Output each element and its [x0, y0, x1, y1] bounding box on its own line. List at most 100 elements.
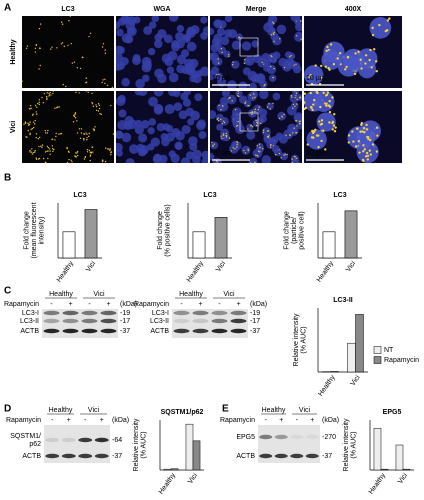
puncta	[51, 46, 53, 48]
puncta	[68, 20, 70, 22]
puncta	[216, 160, 218, 162]
puncta	[50, 94, 52, 96]
nucleus	[293, 31, 302, 42]
puncta	[234, 148, 236, 150]
nucleus	[170, 153, 180, 163]
marker-label: -37	[120, 328, 130, 335]
puncta	[79, 67, 82, 70]
micrograph-content	[210, 16, 302, 88]
nucleus	[116, 142, 123, 153]
puncta	[285, 134, 287, 137]
puncta	[270, 34, 273, 36]
puncta	[93, 129, 95, 132]
puncta	[27, 129, 29, 132]
marker-label: -19	[250, 310, 260, 317]
puncta	[66, 161, 69, 163]
puncta	[32, 152, 35, 154]
puncta	[30, 107, 32, 110]
puncta	[108, 148, 110, 150]
puncta	[378, 23, 381, 27]
puncta	[51, 138, 53, 141]
x-tick-label: Healthy	[56, 260, 76, 284]
puncta	[60, 21, 63, 23]
band	[94, 453, 109, 459]
puncta	[298, 123, 301, 125]
nucleus	[266, 102, 274, 110]
band-label: ACTB	[22, 453, 41, 460]
treatment-label: Rapamycin	[4, 301, 39, 308]
puncta	[72, 114, 75, 117]
puncta	[37, 137, 40, 140]
puncta	[339, 51, 342, 55]
puncta	[46, 98, 48, 101]
puncta	[217, 120, 220, 122]
puncta	[364, 155, 368, 158]
puncta	[99, 113, 101, 115]
puncta	[327, 66, 330, 70]
marker-label: -37	[112, 453, 122, 460]
panel-label: D	[4, 404, 11, 415]
puncta	[324, 148, 327, 151]
nucleus	[168, 16, 179, 22]
nucleus	[116, 46, 125, 55]
puncta	[39, 64, 41, 67]
puncta	[328, 121, 331, 124]
band	[62, 328, 79, 334]
panel-label: B	[4, 173, 11, 184]
nucleus	[255, 73, 266, 83]
nucleus	[290, 154, 299, 163]
puncta	[294, 91, 296, 92]
nucleus	[238, 81, 248, 88]
nucleus	[138, 133, 148, 143]
puncta	[61, 42, 64, 44]
puncta	[34, 119, 36, 122]
puncta	[269, 144, 272, 146]
column-header: LC3	[61, 6, 74, 13]
puncta	[320, 139, 323, 143]
puncta	[35, 111, 37, 113]
group-label: Healthy	[262, 407, 286, 414]
nucleus	[117, 120, 128, 130]
puncta	[50, 48, 52, 50]
bar	[185, 423, 194, 471]
puncta	[331, 96, 334, 99]
nucleus	[263, 59, 271, 67]
unit-label: (kDa)	[112, 417, 129, 424]
puncta	[306, 143, 309, 146]
puncta	[48, 95, 50, 97]
puncta	[254, 161, 256, 163]
column-header: Merge	[246, 6, 267, 13]
nucleus	[134, 91, 144, 96]
puncta	[35, 136, 37, 139]
puncta	[109, 149, 111, 152]
band	[45, 453, 60, 459]
puncta	[386, 29, 389, 32]
nucleus	[267, 19, 275, 28]
band	[192, 328, 209, 334]
puncta	[76, 152, 78, 154]
puncta	[388, 17, 391, 20]
band	[305, 453, 319, 459]
puncta	[32, 113, 34, 115]
puncta	[247, 104, 249, 107]
puncta	[87, 91, 89, 94]
puncta	[260, 122, 262, 125]
puncta	[38, 27, 41, 30]
nucleus	[356, 141, 379, 163]
puncta	[218, 104, 220, 107]
puncta	[211, 141, 213, 144]
puncta	[351, 130, 354, 133]
nucleus	[158, 154, 168, 163]
micrograph: 10 µm	[304, 16, 402, 88]
puncta	[88, 135, 90, 138]
puncta	[278, 117, 281, 120]
puncta	[106, 84, 109, 86]
treatment-sign: -	[218, 301, 221, 308]
puncta	[38, 103, 41, 106]
puncta	[299, 20, 302, 22]
puncta	[353, 72, 357, 76]
puncta	[63, 45, 66, 48]
puncta	[375, 150, 379, 153]
nucleus	[173, 102, 183, 111]
nucleus	[217, 77, 227, 87]
